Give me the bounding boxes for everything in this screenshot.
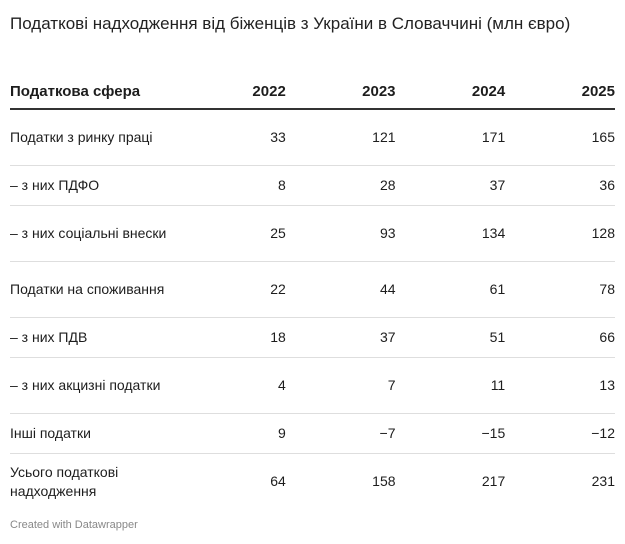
row-label: – з них ПДФО xyxy=(10,165,177,206)
table-row: – з них ПДВ 18 37 51 66 xyxy=(10,317,615,358)
table-row: Податки з ринку праці 33 121 171 165 xyxy=(10,109,615,166)
table-cell: 93 xyxy=(285,205,396,262)
table-cell: 165 xyxy=(505,109,615,166)
row-label: Податки з ринку праці xyxy=(10,109,177,166)
table-cell: 36 xyxy=(505,165,615,206)
data-table: Податкова сфера 2022 2023 2024 2025 Пода… xyxy=(10,60,615,509)
table-cell: 44 xyxy=(285,261,396,318)
table-cell: 13 xyxy=(505,357,615,414)
table-cell: 18 xyxy=(176,317,286,358)
table-cell: 217 xyxy=(481,473,506,489)
chart-title: Податкові надходження від біженців з Укр… xyxy=(10,14,571,33)
table-header-row: Податкова сфера 2022 2023 2024 2025 xyxy=(10,60,615,110)
table-cell: 25 xyxy=(176,205,286,262)
column-header-category[interactable]: Податкова сфера xyxy=(10,60,177,110)
table-cell: 8 xyxy=(176,165,286,206)
row-label: – з них ПДВ xyxy=(10,317,177,358)
table-cell: 78 xyxy=(505,261,615,318)
table-cell: 4 xyxy=(176,357,286,414)
table-cell: 158 xyxy=(372,473,396,489)
table-row: Інші податки 9 −7 −15 −12 xyxy=(10,413,615,454)
table-cell: 9 xyxy=(176,413,286,454)
table-cell: −7 xyxy=(285,413,396,454)
row-label: – з них соціальні внески xyxy=(10,205,177,262)
table-cell: 64 xyxy=(270,473,286,489)
table-row: – з них ПДФО 8 28 37 36 xyxy=(10,165,615,206)
table-cell: 37 xyxy=(395,165,506,206)
table-row: – з них акцизні податки 4 7 11 13 xyxy=(10,357,615,414)
table-cell: 171 xyxy=(395,109,506,166)
table-cell: −15 xyxy=(395,413,506,454)
table-cell: 22 xyxy=(176,261,286,318)
datawrapper-credit-link[interactable]: Created with Datawrapper xyxy=(10,519,138,531)
table-cell: 66 xyxy=(505,317,615,358)
table-cell: 128 xyxy=(505,205,615,262)
table-cell: −12 xyxy=(505,413,615,454)
table-cell: 28 xyxy=(285,165,396,206)
table-cell: 134 xyxy=(395,205,506,262)
table-row: – з них соціальні внески 25 93 134 128 xyxy=(10,205,615,262)
table-cell: 37 xyxy=(285,317,396,358)
table-cell: 33 xyxy=(176,109,286,166)
row-label: – з них акцизні податки xyxy=(10,357,177,414)
table-cell: 11 xyxy=(395,357,506,414)
row-label: Усього податкові надходження xyxy=(10,463,119,499)
column-header-2024[interactable]: 2024 xyxy=(395,60,506,110)
table-row: Усього податкові надходження 64 158 217 … xyxy=(10,454,615,510)
row-label: Інші податки xyxy=(10,413,177,454)
table-cell: 231 xyxy=(591,473,615,489)
row-label: Податки на споживання xyxy=(10,261,177,318)
column-header-2022[interactable]: 2022 xyxy=(176,60,286,110)
table-cell: 61 xyxy=(395,261,506,318)
table-row: Податки на споживання 22 44 61 78 xyxy=(10,261,615,318)
column-header-2025[interactable]: 2025 xyxy=(505,60,615,110)
table-cell: 51 xyxy=(395,317,506,358)
table-cell: 7 xyxy=(285,357,396,414)
table-cell: 121 xyxy=(285,109,396,166)
column-header-2023[interactable]: 2023 xyxy=(285,60,396,110)
